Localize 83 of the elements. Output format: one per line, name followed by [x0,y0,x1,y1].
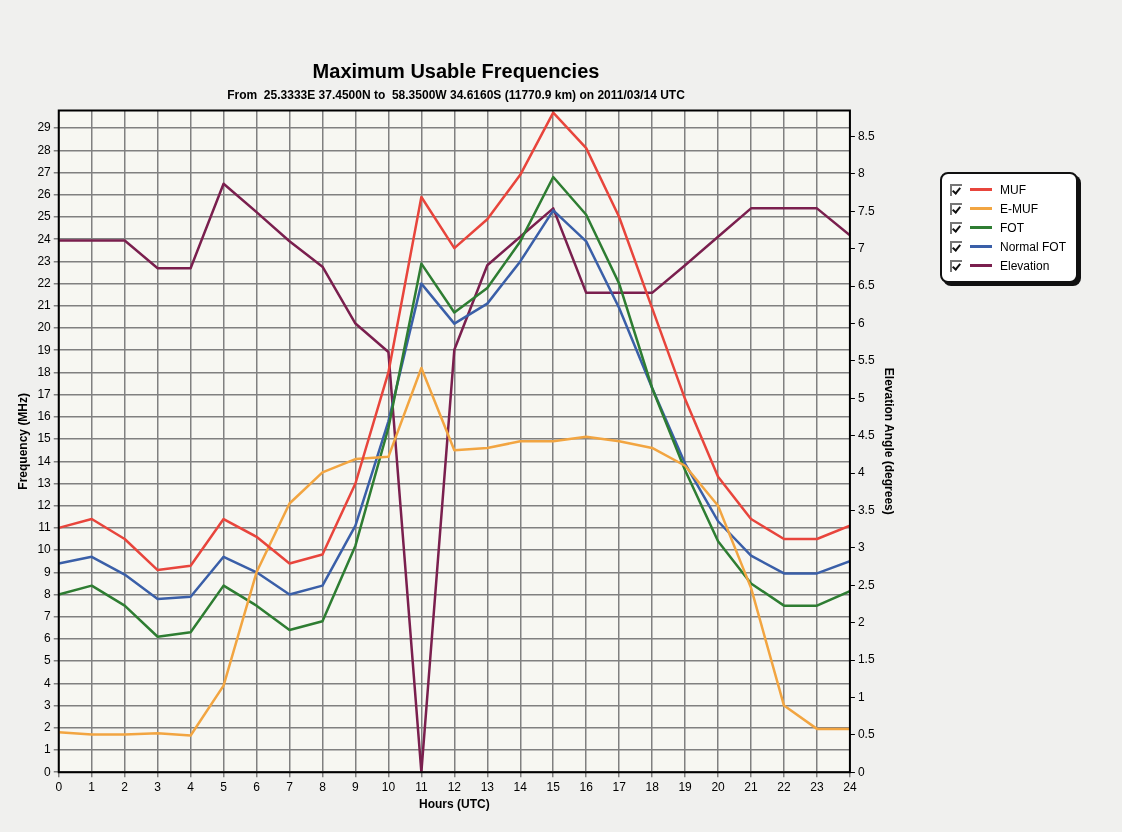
y-tick-label: 18 [37,364,52,379]
y-tick-label: 8 [44,586,52,601]
x-tick-label: 8 [319,779,327,794]
y-tick-label: 16 [37,409,52,424]
y-tick-label: 17 [37,386,52,401]
x-tick-label: 3 [154,779,162,794]
y2-tick-label: 1 [857,689,865,704]
y2-tick-label: 5.5 [857,353,875,368]
x-tick-label: 9 [352,779,360,794]
chart-title: Maximum Usable Frequencies [312,59,600,82]
x-tick-label: 10 [381,779,396,794]
y-tick-label: 25 [37,209,52,224]
y-tick-label: 11 [38,520,52,535]
x-tick-label: 4 [187,779,195,794]
chart-subtitle: From 25.3333E 37.4500N to 58.3500W 34.6160S (11770.9 km) on 2011/03/14 UTC [227,87,686,102]
y2-tick-label: 4 [857,465,865,480]
y2-tick-label: 4.5 [857,428,875,442]
y2-tick-label: 8.5 [857,128,875,143]
y-tick-label: 29 [37,120,52,135]
y2-tick-label: 2 [857,614,865,629]
y-tick-label: 20 [37,320,52,335]
y2-tick-label: 0.5 [857,727,875,742]
x-tick-label: 5 [220,779,228,794]
y-tick-label: 26 [37,187,52,202]
x-tick-label: 13 [480,779,495,794]
x-tick-label: 21 [744,779,759,794]
x-tick-label: 11 [415,779,428,794]
y-tick-label: 27 [37,164,52,179]
y2-tick-label: 7 [857,241,865,256]
x-tick-label: 24 [843,779,857,794]
y-tick-label: 19 [37,342,52,357]
legend-label: FOT [1000,220,1024,235]
x-tick-label: 0 [55,779,63,794]
y-tick-label: 5 [44,653,52,668]
y-tick-label: 21 [37,298,52,313]
y2-tick-label: 6 [857,315,865,330]
x-tick-label: 17 [612,779,627,794]
x-tick-label: 16 [579,779,594,794]
x-tick-label: 15 [546,779,561,794]
x-tick-label: 22 [777,779,791,794]
y-tick-label: 15 [37,431,52,446]
y2-tick-label: 5 [857,390,865,405]
y-tick-label: 13 [37,475,52,490]
y-tick-label: 3 [44,697,52,712]
y2-tick-label: 0 [857,764,865,779]
x-tick-label: 7 [286,779,294,794]
y-tick-label: 7 [44,609,52,624]
y-tick-label: 2 [44,720,52,735]
y-tick-label: 22 [37,275,52,290]
y-tick-label: 12 [37,498,52,513]
x-tick-label: 2 [121,779,129,794]
y-tick-label: 1 [44,742,52,757]
y2-tick-label: 8 [857,166,865,181]
x-tick-label: 14 [513,779,528,794]
y-tick-label: 24 [37,231,52,246]
y-tick-label: 4 [44,675,52,690]
x-tick-label: 19 [678,779,693,794]
y-tick-label: 0 [44,764,52,779]
x-tick-label: 1 [88,779,96,794]
legend-label: Elevation [1000,258,1050,273]
x-axis-title: Hours (UTC) [419,797,490,812]
y-axis-title: Frequency (MHz) [15,392,30,490]
y2-tick-label: 2.5 [857,577,875,592]
y-tick-label: 28 [37,142,52,157]
y2-tick-label: 7.5 [857,203,875,218]
y-tick-label: 10 [37,542,52,557]
y-tick-label: 14 [37,453,52,468]
y-tick-label: 9 [44,564,52,579]
y-tick-label: 6 [44,631,52,646]
y2-tick-label: 3.5 [857,502,875,517]
y2-tick-label: 3 [857,540,865,555]
y2-axis-title: Elevation Angle (degrees) [882,367,897,515]
x-tick-label: 6 [253,779,261,794]
x-tick-label: 23 [810,779,824,794]
y-tick-label: 23 [37,253,52,268]
y2-tick-label: 6.5 [857,278,875,293]
x-tick-label: 20 [711,779,726,794]
x-tick-label: 18 [645,779,660,794]
x-tick-label: 12 [447,779,462,794]
y2-tick-label: 1.5 [857,652,875,667]
legend-label: E-MUF [1000,201,1038,216]
legend-label: Normal FOT [1000,239,1066,254]
legend-label: MUF [1000,182,1026,197]
